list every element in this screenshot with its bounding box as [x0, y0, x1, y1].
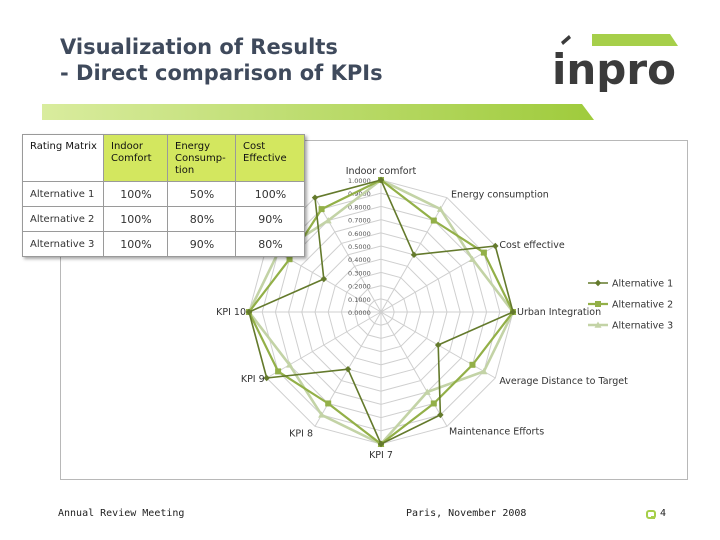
page-number-icon: [646, 510, 656, 519]
table-cell: 50%: [167, 181, 236, 207]
radial-tick-label: 0.5000: [348, 243, 371, 251]
radial-tick-label: 1.0000: [348, 177, 371, 185]
series-marker: [286, 256, 293, 263]
axis-label: Indoor comfort: [346, 166, 417, 177]
table-cell: 90%: [235, 206, 305, 232]
table-header-cell: Energy Consump-tion: [167, 134, 236, 182]
series-marker: [318, 206, 325, 213]
table-cell: 80%: [167, 206, 236, 232]
axis-label: KPI 9: [241, 374, 265, 385]
series-marker: [468, 255, 476, 262]
row-label: Alternative 1: [22, 181, 104, 207]
series-marker: [469, 361, 476, 368]
table-header-cell: Cost Effective: [235, 134, 305, 182]
legend-label: Alternative 1: [612, 279, 673, 290]
table-cell: 100%: [235, 181, 305, 207]
title-line-1: Visualization of Results: [60, 35, 338, 59]
axis-spoke: [266, 311, 382, 379]
table-cell: 80%: [235, 231, 305, 257]
table-row: Alternative 3 100% 90% 80%: [22, 231, 305, 257]
row-label: Alternative 2: [22, 206, 104, 232]
series-marker: [430, 400, 437, 407]
series-marker: [377, 440, 385, 448]
radial-tick-label: 0.4000: [348, 256, 371, 264]
axis-label: KPI 7: [369, 450, 393, 461]
series-marker: [325, 400, 332, 407]
series-marker: [509, 308, 517, 316]
series-marker: [423, 388, 431, 395]
axis-label: Cost effective: [499, 240, 565, 251]
radial-tick-label: 0.3000: [348, 269, 371, 277]
legend-label: Alternative 2: [612, 300, 673, 311]
slide-title: Visualization of Results - Direct compar…: [60, 34, 383, 86]
radial-tick-label: 0.6000: [348, 230, 371, 238]
series-marker: [480, 367, 488, 375]
axis-spoke: [380, 311, 448, 427]
table-cell: 100%: [103, 181, 168, 207]
axis-label: KPI 8: [289, 428, 313, 439]
axis-spoke: [380, 245, 496, 313]
series-marker: [311, 194, 319, 201]
radial-tick-label: 0.2000: [348, 283, 371, 291]
series-marker: [410, 251, 418, 259]
radial-tick-label: 0.1000: [348, 296, 371, 304]
axis-label: Urban Integration: [517, 307, 601, 318]
inpro-logo: inpro: [552, 34, 678, 92]
series-marker: [594, 279, 602, 287]
table-row: Alternative 1 100% 50% 100%: [22, 181, 305, 207]
table-header-cell: Indoor Comfort: [103, 134, 168, 182]
radial-tick-label: 0.8000: [348, 203, 371, 211]
page-number: 4: [660, 508, 667, 519]
radar-svg: 0.0000 0.1000 0.2000 0.3000 0.4000 0.5000 0.60…: [216, 166, 673, 461]
row-label: Alternative 3: [22, 231, 104, 257]
table-cell: 100%: [103, 206, 168, 232]
table-cell: 100%: [103, 231, 168, 257]
rating-matrix-table: Rating Matrix Indoor Comfort Energy Cons…: [22, 134, 305, 257]
table-header-cell: Rating Matrix: [22, 134, 104, 182]
axis-spoke: [314, 197, 382, 313]
legend-label: Alternative 3: [612, 321, 673, 332]
series-marker: [594, 321, 602, 328]
table-header-row: Rating Matrix Indoor Comfort Energy Cons…: [22, 134, 305, 182]
axis-label: Maintenance Efforts: [449, 426, 544, 437]
series-marker: [286, 361, 294, 368]
axis-label: Average Distance to Target: [499, 376, 628, 387]
series-marker: [437, 411, 444, 419]
series-marker: [318, 411, 326, 418]
series-marker: [480, 249, 487, 256]
title-line-2: - Direct comparison of KPIs: [60, 61, 383, 85]
series-marker: [430, 217, 437, 224]
logo-text: inpro: [552, 45, 676, 92]
radial-tick-label: 0.9000: [348, 190, 371, 198]
footer-place-date: Paris, November 2008: [406, 508, 527, 519]
series-marker: [245, 308, 253, 316]
axis-label: Energy consumption: [451, 190, 549, 201]
series-marker: [434, 341, 442, 349]
series-marker: [595, 301, 601, 307]
title-accent-bar: [42, 104, 594, 120]
series-marker: [344, 365, 352, 373]
series-marker: [275, 368, 282, 375]
series-marker: [436, 205, 444, 212]
series-marker: [263, 374, 270, 382]
series-marker: [320, 275, 328, 283]
table-row: Alternative 2 100% 80% 90%: [22, 206, 305, 232]
axis-label: KPI 10: [216, 307, 246, 318]
radial-tick-label: 0.7000: [348, 217, 371, 225]
series-marker: [324, 217, 332, 224]
radial-tick-label: 0.0000: [348, 309, 371, 317]
table-cell: 90%: [167, 231, 236, 257]
footer-meeting: Annual Review Meeting: [58, 508, 185, 519]
